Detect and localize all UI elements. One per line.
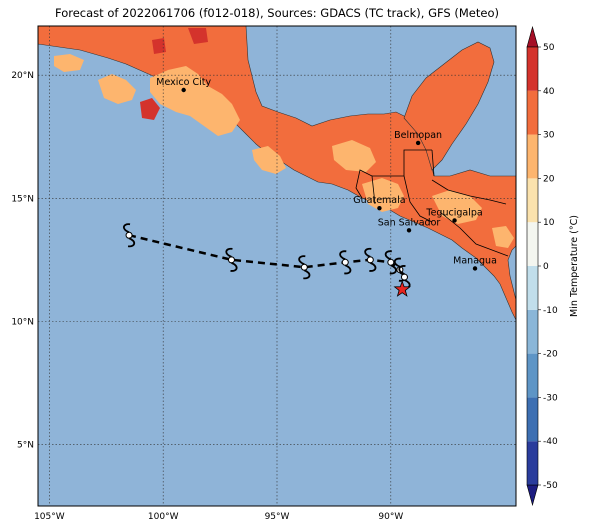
lat-lon-grid (38, 26, 516, 506)
axis-ticks: 105°W 100°W 95°W 90°W 5°N 10°N 15°N 20°N (11, 71, 403, 522)
cool-region-west (98, 74, 136, 104)
colorbar-tick-label: -50 (543, 481, 558, 491)
colorbar-tick-label: 20 (543, 174, 555, 184)
map-title: Forecast of 2022061706 (f012-018), Sourc… (55, 6, 499, 20)
city-dot (377, 205, 382, 211)
cyclone-icon (387, 258, 395, 266)
city-dot (472, 266, 478, 271)
cool-region-nicaragua (492, 226, 514, 248)
colorbar-tick-label: 50 (543, 43, 555, 53)
cyclone-arm-top (384, 250, 392, 261)
cyclone-arm-top (339, 250, 347, 261)
city-label: Belmopan (394, 130, 442, 141)
map-area: Mexico City Belmopan Guatemala San Salvador… (38, 26, 516, 506)
lon-tick-label: 100°W (148, 512, 179, 522)
colorbar-segment (527, 309, 538, 354)
city-label: San Salvador (378, 217, 441, 228)
lon-tick-label: 95°W (265, 512, 290, 522)
colorbar-tick-label: -40 (543, 437, 558, 447)
cyclone-icon (341, 258, 349, 266)
yucatan-peninsula (403, 41, 495, 171)
cool-region-mexico-plateau (150, 66, 240, 136)
city-label: Guatemala (353, 195, 405, 206)
colorbar-segment (527, 222, 538, 266)
cyclone-arm-top (393, 257, 402, 268)
cyclone-icon (366, 256, 374, 264)
colorbar-segment (527, 266, 538, 310)
colorbar-segment (527, 90, 538, 135)
hot-region-mexico (140, 98, 160, 120)
cyclone-arm-top (225, 247, 233, 258)
lat-tick-label: 5°N (17, 440, 34, 450)
city-dot (406, 228, 412, 233)
cyclone-icon (227, 256, 235, 264)
colorbar-extend-min (526, 484, 539, 507)
colorbar-segment (527, 441, 538, 485)
colorbar: -50 -40 -30 -20 -10 0 10 20 30 40 50 (526, 25, 558, 507)
colorbar-tick-label: 40 (543, 87, 555, 97)
cyclone-icon (400, 273, 408, 281)
cyclone-arm-top (298, 255, 306, 266)
cyclone-arm-bottom (344, 264, 352, 275)
country-borders (355, 149, 509, 257)
colorbar-segment (527, 47, 538, 91)
cool-region-guatemala (362, 178, 404, 212)
colorbar-tick-label: 10 (543, 218, 555, 228)
cyclone-arm-top (364, 247, 372, 258)
cyclone-arm-bottom (230, 262, 238, 272)
colorbar-segment (527, 353, 538, 398)
cyclone-arm-top (123, 223, 131, 234)
colorbar-segment (527, 178, 538, 223)
city-label: Managua (453, 255, 497, 266)
cyclone-icon (125, 231, 133, 239)
colorbar-tick-label: 0 (543, 262, 549, 272)
city-dot (415, 140, 421, 146)
cyclone-icon (300, 263, 308, 271)
colorbar-tick-label: -30 (543, 393, 558, 403)
city-label: Mexico City (156, 77, 211, 88)
current-position-star (393, 280, 411, 297)
city-markers: Mexico City Belmopan Guatemala San Salvador… (156, 77, 497, 271)
cool-region-north (54, 54, 84, 72)
storm-track-line (128, 233, 406, 278)
lon-tick-label: 90°W (378, 512, 403, 522)
city-dot (452, 218, 457, 223)
lat-tick-label: 20°N (11, 71, 34, 81)
cyclone-arm-bottom (389, 264, 397, 275)
cyclone-arm-top (398, 265, 406, 275)
lat-tick-label: 15°N (11, 194, 34, 204)
cyclone-arm-bottom (127, 237, 136, 248)
cyclone-arm-bottom (303, 269, 311, 280)
cool-region-southern-mexico (252, 146, 286, 174)
colorbar-tick-label: -10 (543, 306, 558, 316)
city-label: Tegucigalpa (425, 207, 482, 218)
colorbar-label: Min Temperature (°C) (569, 215, 580, 317)
lon-tick-label: 105°W (34, 512, 65, 522)
map-frame (37, 25, 517, 507)
colorbar-tick-label: 30 (543, 131, 555, 141)
cool-region-chiapas (332, 140, 376, 172)
colorbar-segment (527, 134, 538, 179)
colorbar-extend-max (526, 25, 539, 48)
hot-region-north (188, 28, 208, 44)
cyclone-arm-bottom (369, 262, 377, 272)
city-dot (181, 87, 186, 93)
colorbar-tick-label: -20 (543, 350, 558, 360)
colorbar-segment (527, 397, 538, 442)
hot-region-gulf (152, 38, 166, 54)
lat-tick-label: 10°N (11, 317, 34, 327)
